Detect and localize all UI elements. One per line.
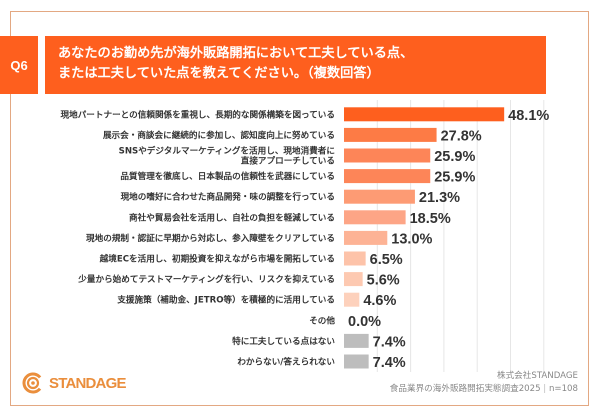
footer-survey: 食品業界の海外販路開拓実態調査2025 [389, 384, 541, 394]
bar [344, 210, 406, 225]
category-label: 少量から始めてテストマーケティングを行い、リスクを抑えている [77, 273, 335, 285]
category-label: 越境ECを活用し、初期投資を抑えながら市場を開拓している [99, 253, 335, 265]
bar [344, 169, 431, 184]
footer-company: 株式会社STANDAGE [496, 371, 578, 381]
value-label: 13.0% [391, 231, 432, 247]
category-label: 展示会・商談会に継続的に参加し、認知度向上に努めている [103, 129, 335, 141]
question-title-bar: あなたのお勤め先が海外販路開拓において工夫している点、 または工夫していた点を教… [45, 36, 546, 94]
category-label: 現地の嗜好に合わせた商品開発・味の調整を行っている [121, 191, 335, 203]
value-label: 25.9% [434, 149, 475, 165]
footer-survey-line: 食品業界の海外販路開拓実態調査2025 | n=108 [390, 383, 578, 396]
category-label: 品質管理を徹底し、日本製品の信頼性を武器にしている [120, 170, 335, 182]
bar [344, 333, 369, 348]
value-label: 7.4% [373, 334, 406, 350]
value-label: 27.8% [441, 128, 482, 144]
value-labels: 48.1% 27.8% 25.9% 25.9% 21.3% 18.5% 13.0% 6.5% 5… [348, 108, 549, 371]
category-label: 現地の規制・認証に早期から対応し、参入障壁をクリアしている [86, 232, 335, 244]
value-label: 0.0% [348, 314, 381, 330]
question-title-line-2: または工夫していた点を教えてください。（複数回答） [58, 66, 380, 81]
bar [344, 189, 415, 204]
logo-text: STANDAGE [49, 374, 126, 392]
bar [344, 272, 363, 287]
category-label: SNSやデジタルマーケティングを活用し、現地消費者に [119, 145, 335, 157]
bar [344, 251, 366, 266]
category-labels: 現地パートナーとの信頼関係を重視し、長期的な関係構築を図っている展示会・商談会に… [61, 108, 336, 367]
value-label: 5.6% [367, 273, 400, 289]
category-label: 支援施策（補助金、JETRO等）を積極的に活用している [116, 294, 335, 306]
value-label: 7.4% [373, 355, 406, 371]
value-label: 25.9% [434, 170, 475, 186]
bar [344, 148, 431, 163]
footer-divider: | [543, 384, 549, 394]
question-number: Q6 [10, 57, 28, 73]
gridlines [376, 100, 545, 372]
category-label: 特に工夫している点はない [232, 335, 335, 347]
question-title-line-1: あなたのお勤め先が海外販路開拓において工夫している点、 [58, 46, 414, 61]
question-number-badge: Q6 [0, 36, 38, 94]
footer-sample-size: n=108 [548, 384, 578, 394]
value-label: 4.6% [363, 293, 396, 309]
standage-logo-icon [22, 372, 44, 394]
bar [344, 230, 388, 245]
footer-source: 株式会社STANDAGE 食品業界の海外販路開拓実態調査2025 | n=108 [390, 370, 578, 396]
category-label: その他 [309, 314, 335, 326]
value-label: 6.5% [370, 252, 403, 268]
bar [344, 292, 360, 307]
category-label: 現地パートナーとの信頼関係を重視し、長期的な関係構築を図っている [61, 108, 336, 120]
category-label: 直接アプローチしている [241, 155, 335, 167]
bar [344, 127, 437, 142]
category-label: わからない/答えられない [237, 356, 335, 368]
value-label: 18.5% [410, 211, 451, 227]
category-label: 商社や貿易会社を活用し、自社の負担を軽減している [129, 211, 335, 223]
bar [344, 354, 369, 369]
bars [344, 107, 505, 369]
bar [344, 107, 505, 122]
value-label: 48.1% [508, 108, 549, 124]
bar-chart: 現地パートナーとの信頼関係を重視し、長期的な関係構築を図っている展示会・商談会に… [61, 100, 549, 372]
standage-logo: STANDAGE [22, 372, 126, 394]
value-label: 21.3% [419, 190, 460, 206]
